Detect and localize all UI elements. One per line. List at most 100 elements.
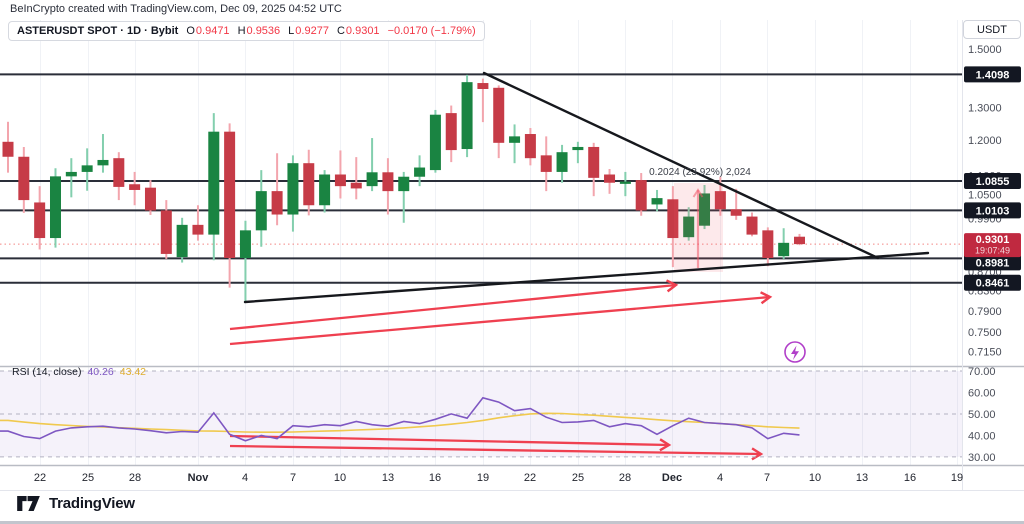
rsi-tick: 60.00 bbox=[968, 387, 996, 399]
time-tick: Dec bbox=[662, 472, 682, 484]
rsi-tick: 70.00 bbox=[968, 366, 996, 378]
candle-body bbox=[667, 199, 679, 239]
time-tick: 25 bbox=[572, 472, 584, 484]
time-tick: 16 bbox=[904, 472, 916, 484]
time-tick: 25 bbox=[82, 472, 94, 484]
candle-body bbox=[366, 172, 378, 187]
candle-body bbox=[160, 210, 172, 254]
trend-arrow bbox=[229, 291, 773, 346]
price-badge bbox=[964, 254, 1021, 271]
candle-body bbox=[762, 230, 774, 258]
time-tick: 4 bbox=[242, 472, 248, 484]
candle-body bbox=[49, 176, 61, 239]
arrows-layer bbox=[229, 279, 773, 461]
candle-body bbox=[144, 187, 156, 211]
change-value: −0.0170 (−1.79%) bbox=[387, 25, 476, 37]
candle-body bbox=[113, 158, 125, 187]
lightning-icon bbox=[791, 345, 799, 360]
trendlines-layer bbox=[243, 71, 930, 304]
currency-button[interactable]: USDT bbox=[963, 20, 1021, 39]
tradingview-logo-text: TradingView bbox=[49, 495, 135, 512]
time-tick: Nov bbox=[188, 472, 210, 484]
candle-body bbox=[81, 165, 93, 172]
rsi-tick: 30.00 bbox=[968, 452, 996, 464]
trend-arrow bbox=[229, 279, 679, 331]
current-price-badge bbox=[964, 233, 1021, 258]
candle-body bbox=[319, 174, 331, 206]
candle-body bbox=[429, 114, 441, 171]
candle-body bbox=[255, 191, 267, 231]
candle-body bbox=[556, 152, 568, 172]
candle-body bbox=[635, 180, 647, 211]
trendline bbox=[243, 251, 930, 304]
candle-body bbox=[699, 193, 711, 226]
price-tick: 1.3000 bbox=[968, 102, 1002, 114]
candle-body bbox=[176, 224, 188, 258]
candle-body bbox=[572, 146, 584, 151]
candle-body bbox=[714, 191, 726, 210]
candle-body bbox=[65, 171, 77, 177]
price-axis[interactable]: 1.50001.30001.20001.10001.05000.99000.87… bbox=[964, 44, 1021, 464]
candle-body bbox=[445, 113, 457, 151]
rsi-plot bbox=[0, 370, 962, 458]
time-tick: 10 bbox=[809, 472, 821, 484]
candle-body bbox=[414, 167, 426, 177]
candle-body bbox=[303, 163, 315, 206]
candle-body bbox=[18, 156, 30, 201]
svg-text:0.8981: 0.8981 bbox=[976, 257, 1010, 269]
trendline bbox=[482, 71, 880, 260]
candle-body bbox=[287, 163, 299, 215]
candle-body bbox=[794, 236, 805, 245]
ohlc-close: C 0.9301 bbox=[336, 25, 380, 37]
tradingview-logo[interactable]: TradingView bbox=[16, 495, 135, 512]
candle-body bbox=[239, 230, 251, 258]
tradingview-logo-icon bbox=[17, 495, 40, 512]
symbol-title: ASTERUSDT SPOT · 1D · Bybit bbox=[17, 25, 179, 37]
price-badge bbox=[964, 202, 1021, 219]
candle-body bbox=[398, 176, 410, 192]
symbol-legend[interactable]: ASTERUSDT SPOT · 1D · Bybit O 0.9471 H 0.9… bbox=[8, 21, 485, 41]
ohlc-low: L 0.9277 bbox=[288, 25, 329, 37]
svg-text:1.4098: 1.4098 bbox=[976, 69, 1010, 81]
time-tick: 4 bbox=[717, 472, 723, 484]
annotation-layer: 0.2024 (23.92%) 2,024 bbox=[649, 167, 806, 363]
time-tick: 7 bbox=[764, 472, 770, 484]
ohlc-open: O 0.9471 bbox=[186, 25, 230, 37]
candle-body bbox=[619, 181, 631, 184]
time-tick: 7 bbox=[290, 472, 296, 484]
price-tick: 0.7150 bbox=[968, 346, 1002, 358]
time-tick: 10 bbox=[334, 472, 346, 484]
time-tick: 22 bbox=[524, 472, 536, 484]
candle-body bbox=[683, 216, 695, 238]
candle-body bbox=[540, 155, 552, 172]
rsi-ma-value: 43.42 bbox=[119, 366, 147, 378]
time-axis[interactable]: 22 25 28 Nov 4 7 10 13 16 19 22 25 28 Dec 4 7 10 13 16 19 bbox=[34, 472, 963, 484]
candle-body bbox=[651, 198, 663, 205]
rsi-legend[interactable]: RSI (14, close) 40.26 43.42 bbox=[12, 366, 146, 378]
rsi-tick: 50.00 bbox=[968, 409, 996, 421]
candle-body bbox=[778, 242, 790, 257]
price-badge bbox=[964, 66, 1021, 83]
candle-body bbox=[493, 87, 505, 143]
time-tick: 13 bbox=[382, 472, 394, 484]
attribution-text: BeInCrypto created with TradingView.com,… bbox=[10, 3, 342, 15]
price-tick: 0.7900 bbox=[968, 306, 1002, 318]
price-tick: 1.5000 bbox=[968, 44, 1002, 56]
ohlc-high: H 0.9536 bbox=[237, 25, 281, 37]
svg-text:1.0103: 1.0103 bbox=[976, 205, 1010, 217]
time-tick: 16 bbox=[429, 472, 441, 484]
candle-body bbox=[2, 141, 14, 157]
trend-arrow bbox=[229, 444, 764, 461]
price-tick: 0.7500 bbox=[968, 327, 1002, 339]
candle-body bbox=[129, 184, 141, 190]
candle-body bbox=[350, 182, 362, 189]
candle-body bbox=[746, 216, 758, 235]
candle-body bbox=[461, 82, 473, 150]
candle-body bbox=[730, 209, 742, 216]
bottom-strip bbox=[0, 521, 1024, 524]
candle-body bbox=[34, 202, 46, 239]
time-tick: 22 bbox=[34, 472, 46, 484]
rsi-value: 40.26 bbox=[87, 366, 114, 378]
